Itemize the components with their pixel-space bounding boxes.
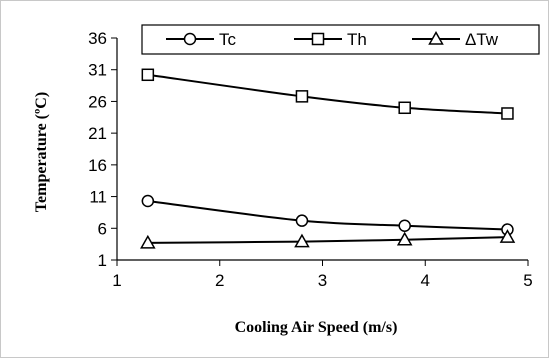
data-point-th <box>141 68 155 82</box>
y-tick-label: 36 <box>88 29 107 48</box>
data-point-tc <box>398 219 411 232</box>
x-axis-title: Cooling Air Speed (m/s) <box>235 319 398 336</box>
x-tick-label: 5 <box>523 271 532 290</box>
data-point-delta-tw <box>294 233 310 248</box>
legend-marker-tc <box>183 32 197 46</box>
axes <box>111 37 529 266</box>
y-tick-label: 31 <box>88 61 107 80</box>
y-tick-label: 11 <box>89 188 107 207</box>
y-tick-label: 6 <box>98 219 107 238</box>
y-tick-label: 1 <box>98 251 107 270</box>
series-line-th <box>147 73 508 115</box>
data-point-delta-tw <box>499 229 516 243</box>
data-point-delta-tw <box>140 234 156 249</box>
plot-area <box>140 68 516 249</box>
legend: Tc Th ΔTw <box>141 24 540 55</box>
x-tick-label: 4 <box>421 271 430 290</box>
legend-label-tc: Tc <box>219 30 237 49</box>
x-tick-label: 2 <box>215 271 224 290</box>
data-point-th <box>295 90 309 103</box>
x-tick-label: 3 <box>318 271 327 290</box>
data-point-tc <box>295 214 309 227</box>
x-tick-labels: 1 2 3 4 5 <box>112 271 532 290</box>
y-axis-title: Temperature (ºC) <box>33 92 50 212</box>
data-point-tc <box>141 194 155 208</box>
y-tick-label: 21 <box>88 124 107 143</box>
legend-marker-th <box>311 32 325 46</box>
data-point-th <box>501 107 514 120</box>
series-line-delta-tw <box>147 236 508 244</box>
legend-marker-delta-tw <box>428 30 444 45</box>
x-tick-label: 1 <box>112 271 121 290</box>
y-tick-label: 26 <box>88 92 107 111</box>
y-tick-label: 16 <box>88 156 107 175</box>
legend-label-th: Th <box>347 30 367 49</box>
data-point-delta-tw <box>396 231 413 246</box>
data-point-th <box>398 101 411 115</box>
legend-label-delta-tw: ΔTw <box>465 30 499 49</box>
series-line-tc <box>147 200 508 231</box>
